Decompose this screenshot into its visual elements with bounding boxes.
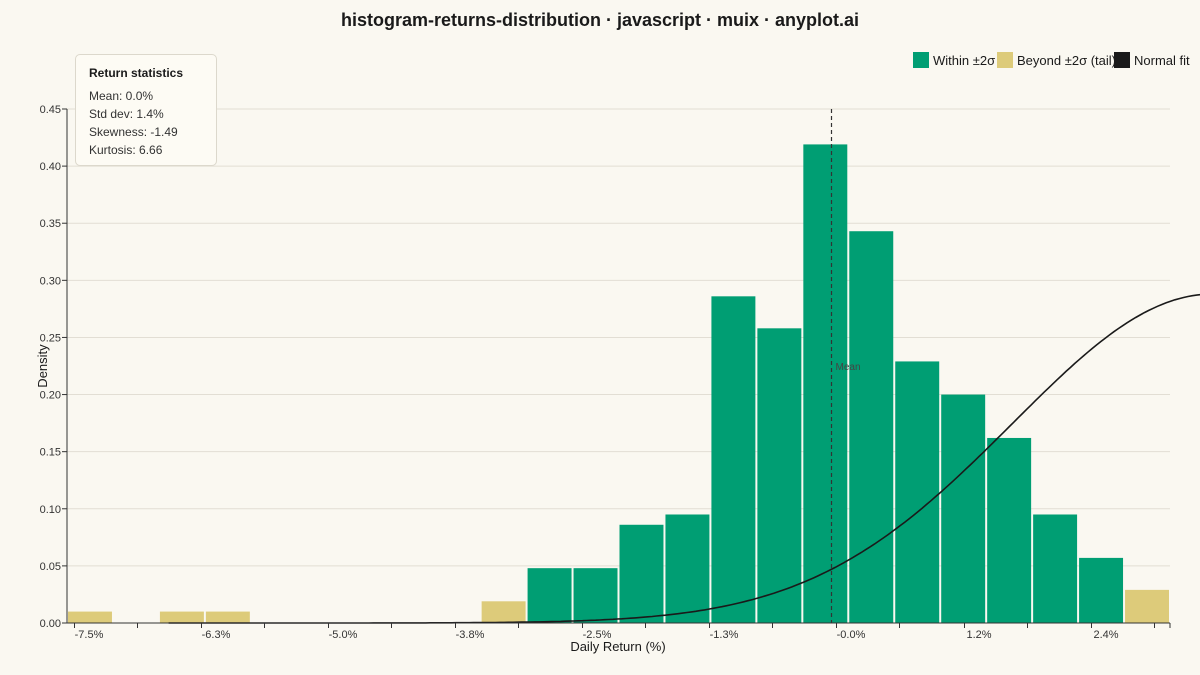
x-axis-ticks: -7.5% -6.3% -5.0% -3.8% -2.5% -1.3% -0.0% 1.2% 2… — [74, 623, 1171, 641]
histogram-bar-tail — [481, 601, 526, 623]
stats-title: Return statistics — [89, 66, 184, 80]
chart-title: histogram-returns-distribution · javascr… — [341, 10, 859, 30]
x-tick-label: -7.5% — [75, 629, 104, 641]
x-tick-label: 1.2% — [966, 629, 991, 641]
histogram-bars — [68, 144, 1169, 623]
x-tick-label: 2.4% — [1093, 629, 1118, 641]
stats-skewness: Skewness: -1.49 — [89, 125, 178, 139]
y-tick-label: 0.05 — [40, 561, 61, 573]
histogram-bar — [573, 568, 618, 623]
legend-swatch — [1114, 52, 1130, 68]
histogram-bar-tail — [1125, 589, 1169, 623]
histogram-bar — [987, 437, 1032, 623]
stats-std-dev: Std dev: 1.4% — [89, 107, 164, 121]
x-tick-label: -3.8% — [456, 629, 485, 641]
legend-swatch — [913, 52, 929, 68]
histogram-bar — [1079, 557, 1124, 623]
x-axis-title: Daily Return (%) — [570, 639, 665, 654]
stats-kurtosis: Kurtosis: 6.66 — [89, 143, 163, 157]
histogram-bar — [527, 568, 572, 623]
y-tick-label: 0.15 — [40, 447, 61, 459]
y-tick-label: 0.20 — [40, 390, 61, 402]
mean-marker: Mean — [830, 109, 861, 623]
histogram-bar — [803, 144, 848, 623]
histogram-bar — [665, 514, 710, 623]
histogram-bar-tail — [205, 611, 250, 623]
x-tick-label: -0.0% — [837, 629, 866, 641]
mean-label: Mean — [836, 362, 861, 373]
histogram-bar — [1033, 514, 1078, 623]
x-tick-label: -1.3% — [710, 629, 739, 641]
y-tick-label: 0.30 — [40, 275, 61, 287]
histogram-bar — [895, 361, 940, 623]
return-statistics-box: Return statistics Mean: 0.0% Std dev: 1.… — [75, 54, 217, 166]
histogram-bar-tail — [68, 611, 112, 623]
y-axis-title: Density — [35, 344, 50, 388]
histogram-bar — [711, 296, 756, 623]
x-tick-label: -5.0% — [329, 629, 358, 641]
legend-swatch — [997, 52, 1013, 68]
grid-lines — [67, 108, 1170, 567]
legend: Within ±2σ Beyond ±2σ (tail) Normal fit — [913, 52, 1190, 68]
histogram-bar — [849, 231, 894, 623]
y-tick-label: 0.40 — [40, 161, 61, 173]
x-tick-label: -2.5% — [583, 629, 612, 641]
y-tick-label: 0.00 — [40, 618, 61, 630]
legend-label: Within ±2σ — [933, 53, 995, 68]
y-tick-label: 0.25 — [40, 332, 61, 344]
y-axis-ticks: 0.00 0.05 0.10 0.15 0.20 0.25 0.30 0.35 0.40 0.45 — [40, 104, 67, 630]
histogram-bar-tail — [159, 611, 204, 623]
y-tick-label: 0.35 — [40, 218, 61, 230]
y-tick-label: 0.10 — [40, 504, 61, 516]
y-tick-label: 0.45 — [40, 104, 61, 116]
histogram-bar — [757, 328, 802, 623]
axes — [66, 109, 1170, 624]
x-tick-label: -6.3% — [202, 629, 231, 641]
stats-mean: Mean: 0.0% — [89, 89, 154, 103]
histogram-bar — [619, 524, 664, 623]
legend-label: Normal fit — [1134, 53, 1190, 68]
legend-label: Beyond ±2σ (tail) — [1017, 53, 1116, 68]
histogram-bar — [941, 394, 986, 623]
